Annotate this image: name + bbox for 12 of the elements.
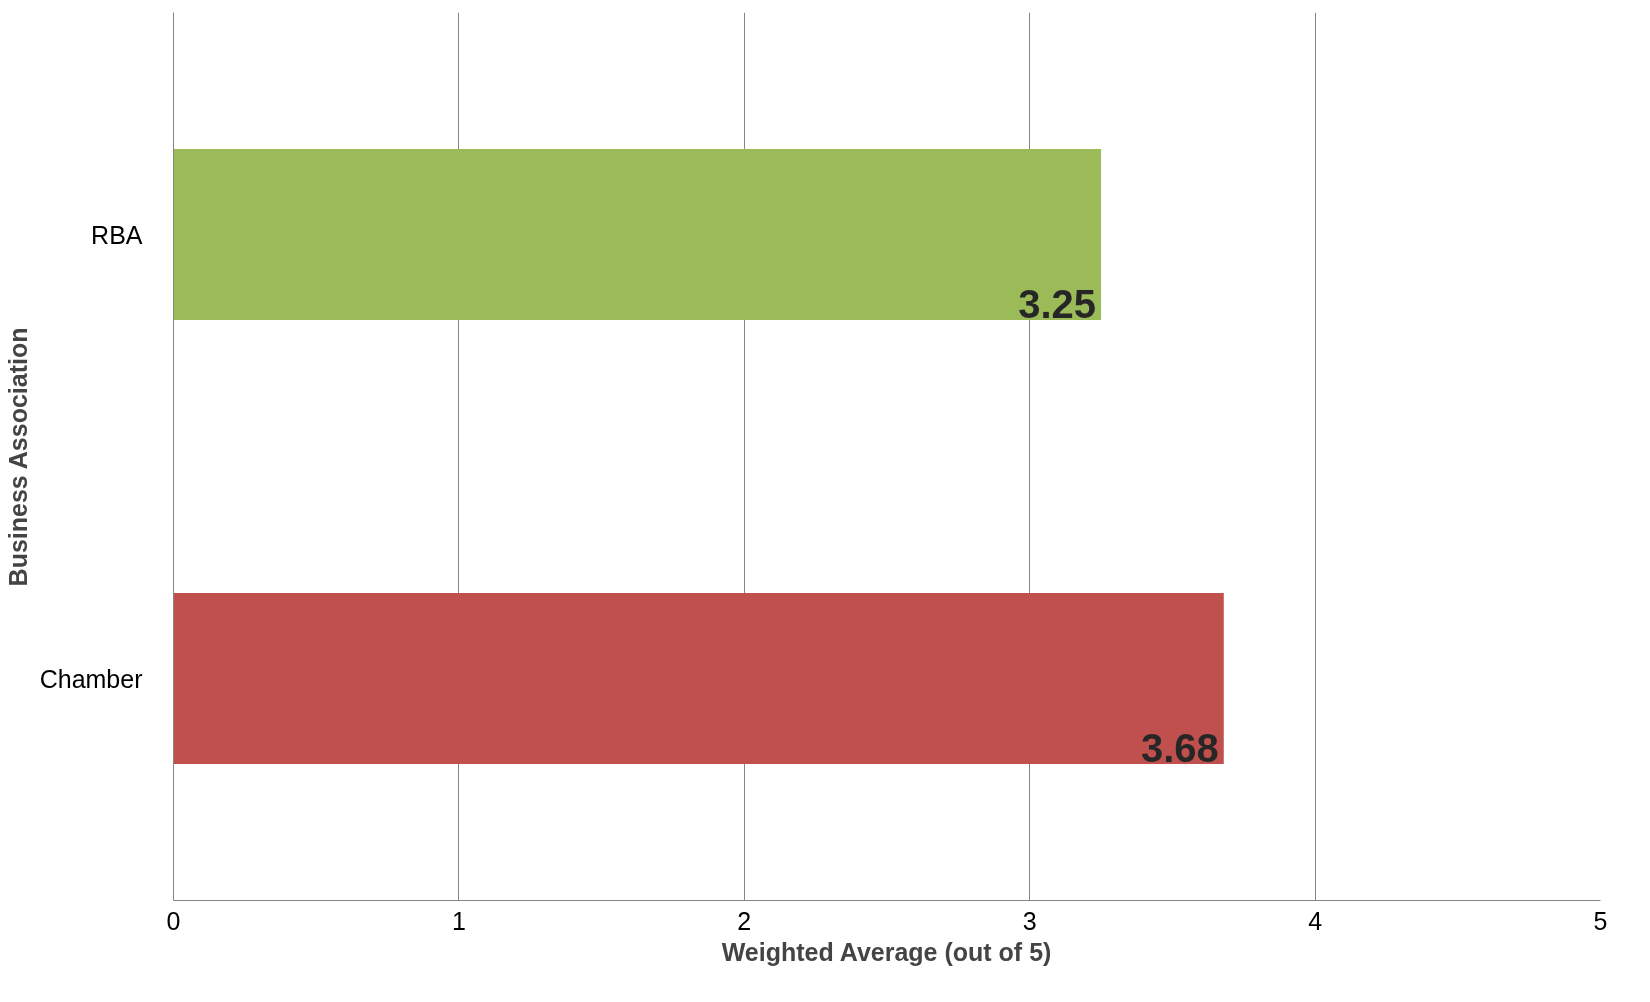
y-tick-label: Chamber <box>39 664 143 693</box>
x-tick-label: 0 <box>166 906 181 935</box>
x-tick-label: 5 <box>1593 906 1608 935</box>
y-axis-title: Business Association <box>3 327 32 587</box>
y-tick-label: RBA <box>91 220 143 249</box>
x-tick-label: 3 <box>1022 906 1037 935</box>
x-tick-label: 1 <box>451 906 466 935</box>
data-label: 3.25 <box>1018 281 1097 326</box>
x-axis-title: Weighted Average (out of 5) <box>721 937 1052 966</box>
x-tick-label: 2 <box>737 906 752 935</box>
data-label: 3.68 <box>1140 725 1219 770</box>
x-tick-label: 4 <box>1308 906 1323 935</box>
